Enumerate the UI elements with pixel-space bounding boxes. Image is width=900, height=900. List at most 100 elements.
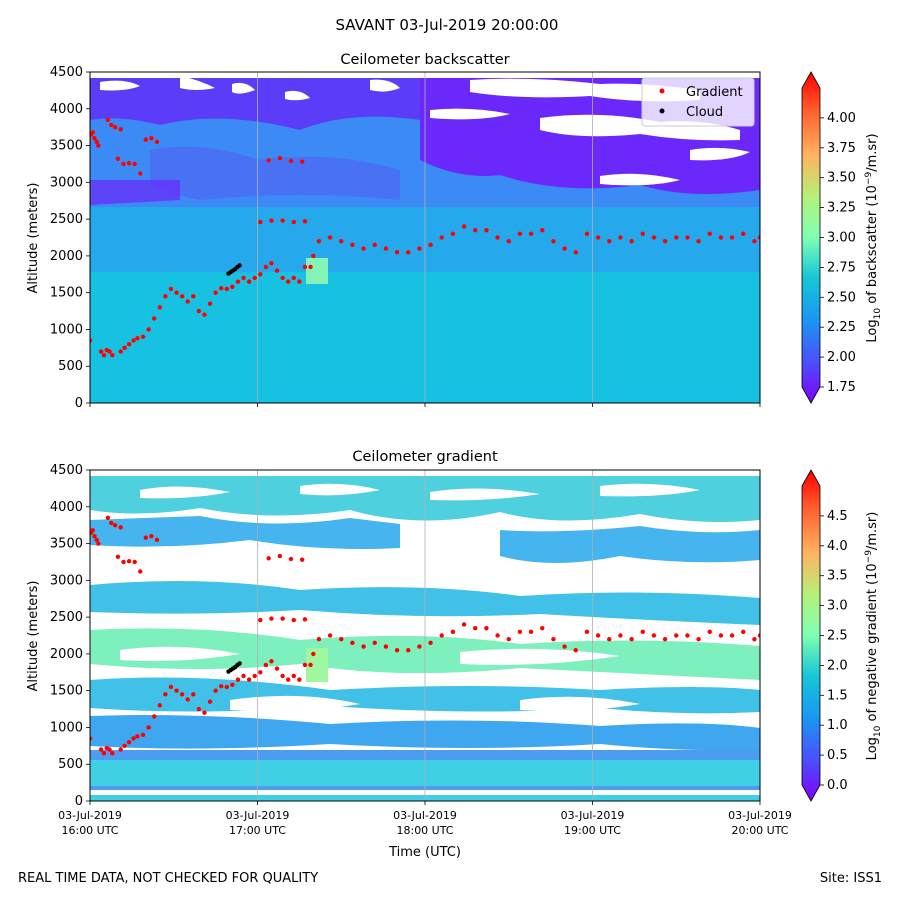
gradient-point xyxy=(90,736,93,741)
y-tick-label: 3500 xyxy=(50,139,83,154)
panel2-ylabel: Altitude (meters) xyxy=(26,581,41,692)
gradient-point xyxy=(163,692,168,697)
gradient-point xyxy=(551,238,556,244)
gradient-point xyxy=(528,629,534,635)
legend-cloud-marker xyxy=(659,108,665,114)
gradient-point xyxy=(618,235,623,240)
gradient-point xyxy=(94,537,99,543)
y-tick-label: 0 xyxy=(75,396,83,411)
gradient-point xyxy=(274,268,280,273)
legend-cloud-label: Cloud xyxy=(686,105,723,120)
gradient-point xyxy=(484,625,489,631)
gradient-point xyxy=(241,673,246,679)
cloud-point xyxy=(237,263,242,268)
x-tick-time-1: 17:00 UTC xyxy=(229,824,286,837)
x-tick-date-1: 03-Jul-2019 xyxy=(226,809,290,822)
gradient-point xyxy=(450,231,456,237)
gradient-point xyxy=(126,341,132,347)
gradient-point xyxy=(291,673,296,679)
gradient-point xyxy=(757,633,760,638)
gradient-point xyxy=(101,750,107,756)
gradient-point xyxy=(517,629,523,635)
gradient-point xyxy=(131,736,136,741)
panel2-xlabel: Time (UTC) xyxy=(388,845,461,860)
gradient-point xyxy=(118,127,123,132)
gradient-point xyxy=(350,242,355,248)
gradient-point xyxy=(327,633,333,638)
gradient-point xyxy=(213,290,218,295)
gradient-point xyxy=(595,633,601,638)
gradient-point xyxy=(263,264,269,270)
gradient-point xyxy=(729,235,735,240)
x-tick-time-2: 18:00 UTC xyxy=(396,824,453,837)
y-tick-label: 1000 xyxy=(50,720,83,735)
gradient-point xyxy=(110,352,115,358)
gradient-point xyxy=(118,747,123,752)
gradient-point xyxy=(752,238,757,244)
y-tick-label: 4000 xyxy=(50,102,83,117)
gradient-point xyxy=(696,636,701,642)
legend-gradient-label: Gradient xyxy=(686,85,743,100)
x-tick-date-2: 03-Jul-2019 xyxy=(393,809,457,822)
gradient-point xyxy=(607,636,612,642)
gradient-point xyxy=(157,305,162,310)
gradient-point xyxy=(154,139,160,145)
gradient-point xyxy=(246,279,252,284)
gradient-point xyxy=(361,644,366,649)
gradient-point xyxy=(417,246,422,251)
gradient-point xyxy=(274,666,280,671)
gradient-point xyxy=(299,557,305,562)
gradient-point xyxy=(202,312,207,317)
gradient-point xyxy=(96,541,101,546)
gradient-point xyxy=(258,617,263,623)
gradient-point xyxy=(269,261,274,266)
gradient-point xyxy=(439,235,444,240)
gradient-point xyxy=(461,622,467,627)
gradient-point xyxy=(121,559,126,565)
gradient-point xyxy=(406,250,411,255)
gradient-point xyxy=(196,308,202,314)
gradient-point xyxy=(495,235,500,240)
gradient-point xyxy=(383,644,389,649)
gradient-point xyxy=(96,143,101,148)
gradient-point xyxy=(179,692,185,697)
gradient-point xyxy=(122,345,127,351)
gradient-point xyxy=(235,677,241,682)
colorbar-tick-label: 0.5 xyxy=(827,748,848,763)
gradient-point xyxy=(185,697,190,702)
colorbar-tick-label: 1.75 xyxy=(827,380,856,395)
gradient-point xyxy=(383,246,389,251)
gradient-point xyxy=(266,158,271,163)
y-tick-label: 2000 xyxy=(50,647,83,662)
colorbar-tick-label: 3.50 xyxy=(827,171,856,186)
gradient-point xyxy=(584,231,590,237)
gradient-point xyxy=(269,218,274,223)
footer-site: Site: ISS1 xyxy=(820,871,882,886)
gradient-point xyxy=(450,629,456,635)
gradient-point xyxy=(302,662,308,668)
gradient-point xyxy=(308,264,313,270)
gradient-point xyxy=(140,334,146,339)
figure-suptitle: SAVANT 03-Jul-2019 20:00:00 xyxy=(336,16,559,34)
gradient-point xyxy=(135,336,140,341)
gradient-point xyxy=(495,633,500,638)
gradient-point xyxy=(252,275,257,281)
y-tick-label: 3000 xyxy=(50,573,83,588)
gradient-point xyxy=(118,349,123,354)
gradient-point xyxy=(350,640,355,646)
gradient-point xyxy=(185,299,190,304)
colorbar-tick-label: 4.00 xyxy=(827,111,856,126)
gradient-point xyxy=(105,515,111,521)
gradient-point xyxy=(269,616,274,621)
gradient-point xyxy=(112,522,118,528)
colorbar-tick-label: 0.0 xyxy=(827,778,848,793)
gradient-point xyxy=(266,556,271,561)
gradient-point xyxy=(291,219,296,225)
y-tick-label: 1500 xyxy=(50,684,83,699)
y-tick-label: 500 xyxy=(58,359,83,374)
y-tick-label: 1500 xyxy=(50,286,83,301)
colorbar-tick-label: 4.5 xyxy=(827,509,848,524)
gradient-point xyxy=(280,275,285,281)
gradient-point xyxy=(191,294,196,299)
gradient-point xyxy=(280,218,285,223)
